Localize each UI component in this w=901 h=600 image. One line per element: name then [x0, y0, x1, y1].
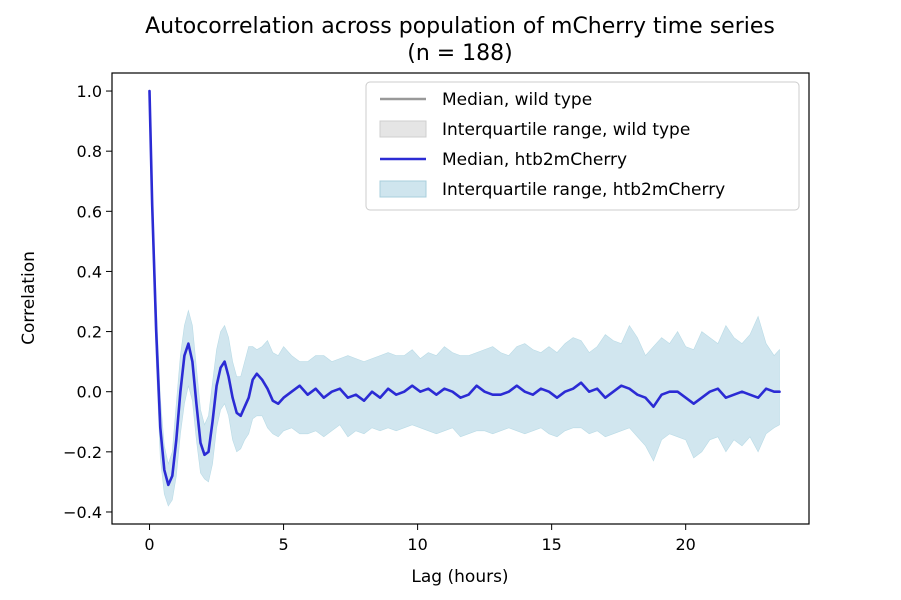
- y-tick-label: 0.0: [77, 383, 102, 402]
- legend: Median, wild type Interquartile range, wi…: [365, 81, 800, 211]
- y-axis-label: Correlation: [19, 251, 39, 345]
- y-tick-label: 0.2: [77, 323, 102, 342]
- x-axis-label: Lag (hours): [411, 567, 508, 587]
- chart-subtitle: (n = 188): [407, 41, 513, 66]
- x-tick-label: 10: [407, 535, 427, 554]
- legend-label: Median, htb2mCherry: [442, 150, 627, 170]
- legend-label: Median, wild type: [442, 90, 592, 110]
- chart-title: Autocorrelation across population of mCh…: [145, 14, 775, 39]
- x-axis-ticks: 0 5 10 15 20: [144, 524, 696, 554]
- legend-swatch-patch: [379, 180, 427, 198]
- y-tick-label: 0.4: [77, 262, 102, 281]
- legend-box: [365, 81, 800, 211]
- legend-swatch-patch: [379, 120, 427, 138]
- line-layer: [148, 89, 781, 487]
- x-tick-label: 20: [676, 535, 696, 554]
- x-tick-label: 0: [144, 535, 154, 554]
- band-layer: [149, 90, 780, 507]
- legend-label: Interquartile range, htb2mCherry: [442, 180, 725, 200]
- y-tick-label: 1.0: [77, 82, 102, 101]
- legend-item: Median, htb2mCherry: [380, 150, 627, 170]
- x-tick-label: 5: [278, 535, 288, 554]
- median-line-htb2mcherry: [148, 89, 781, 487]
- legend-item: Interquartile range, htb2mCherry: [379, 180, 725, 200]
- legend-item: Interquartile range, wild type: [379, 120, 690, 140]
- y-tick-label: −0.4: [63, 503, 102, 522]
- legend-entries: Median, wild type Interquartile range, wi…: [379, 90, 725, 200]
- x-tick-label: 15: [541, 535, 561, 554]
- y-tick-label: −0.2: [63, 443, 102, 462]
- legend-item: Median, wild type: [380, 90, 592, 110]
- y-axis-ticks: −0.4 −0.2 0.0 0.2 0.4 0.6 0.8 1.0: [63, 82, 112, 522]
- iqr-band-htb2mcherry: [149, 90, 780, 507]
- axes-frame: [111, 72, 810, 525]
- y-tick-label: 0.8: [77, 142, 102, 161]
- y-tick-label: 0.6: [77, 202, 102, 221]
- plot-area: [148, 89, 781, 507]
- legend-label: Interquartile range, wild type: [442, 120, 690, 140]
